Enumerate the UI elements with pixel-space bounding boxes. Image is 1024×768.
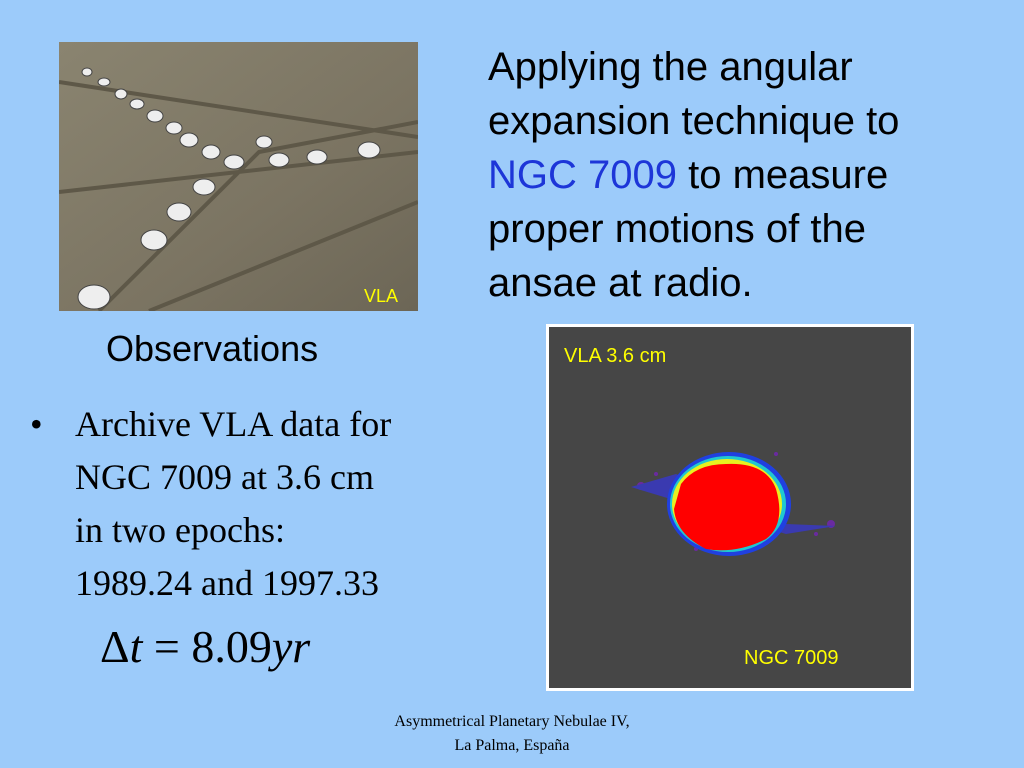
equation: Δt = 8.09yr [100,620,310,673]
heading-text: NGC 7009 [488,153,677,197]
heading-line: Applying the angular [488,40,899,94]
vla-photo: VLA [59,42,418,311]
photo-label: VLA [364,286,398,306]
bullet-line: NGC 7009 at 3.6 cm [75,457,374,497]
footer-line: Asymmetrical Planetary Nebulae IV, [394,713,630,730]
bullet-line: 1989.24 and 1997.33 [75,563,379,603]
bullet-dot: • [30,404,43,444]
heading-text: to measure [676,153,889,197]
eq-sign: = [153,621,180,672]
footer: Asymmetrical Planetary Nebulae IV, La Pal… [312,710,712,758]
bullet-line: Archive VLA data for [75,404,392,444]
heading-text: proper motions of the [488,207,866,251]
bullet-line: in two epochs: [75,510,285,550]
heading-line: NGC 7009 to measure [488,148,899,202]
radio-label: NGC 7009 [744,647,839,669]
footer-line: La Palma, España [454,737,570,754]
heading: Applying the angular expansion technique … [488,40,899,310]
eq-var: t [129,621,143,672]
heading-line: proper motions of the [488,202,899,256]
heading-text: ansae at radio. [488,261,753,305]
eq-number: 8.09 [191,621,272,672]
heading-text: Applying the angular [488,45,853,89]
radio-image: VLA 3.6 cm NGC 7009 [546,324,914,691]
eq-delta: Δ [100,621,130,672]
eq-unit: yr [271,621,311,672]
heading-line: ansae at radio. [488,256,899,310]
subheading: Observations [106,328,319,369]
heading-line: expansion technique to [488,94,899,148]
radio-title: VLA 3.6 cm [564,345,666,367]
heading-text: expansion technique to [488,99,900,143]
